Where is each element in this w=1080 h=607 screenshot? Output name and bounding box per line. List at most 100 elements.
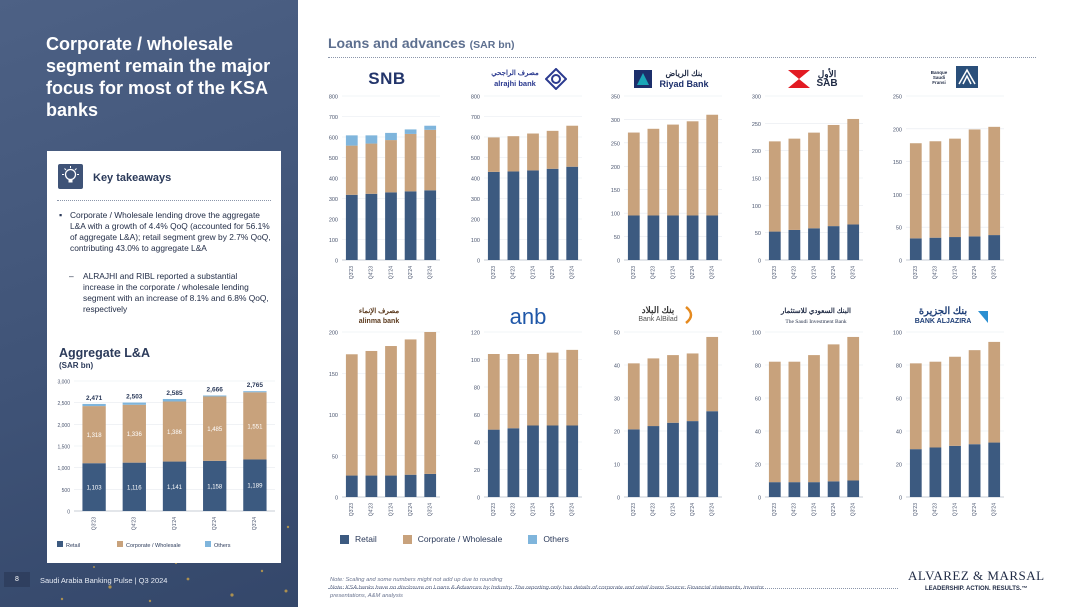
x-tick-label: Q1'24 <box>172 517 178 530</box>
data-label-retail: 1,189 <box>247 484 263 490</box>
divider <box>57 200 271 201</box>
y-tick-label: 50 <box>332 454 338 460</box>
sab-mark-icon <box>788 70 811 88</box>
bar-retail <box>768 231 781 260</box>
snb-chart: 0 100 200 300 400 500 600 700 800 Q3'23 Q4'23 Q1'24… <box>329 95 440 279</box>
y-tick-label: 400 <box>329 177 338 183</box>
x-tick-label: Q3'24 <box>851 503 857 516</box>
y-tick-label: 300 <box>471 197 480 203</box>
x-tick-label: Q1'24 <box>811 266 817 279</box>
y-tick-label: 600 <box>471 136 480 142</box>
bar-corporate-wholesale <box>827 124 840 227</box>
x-tick-label: Q1'24 <box>670 266 676 279</box>
bar-others <box>82 403 106 407</box>
y-tick-label: 50 <box>614 235 620 241</box>
bar-others <box>365 135 378 144</box>
y-tick-label: 500 <box>471 156 480 162</box>
x-tick-label: Q2'24 <box>972 503 978 516</box>
y-tick-label: 0 <box>617 259 620 265</box>
x-tick-label: Q3'23 <box>349 266 355 279</box>
x-tick-label: Q3'23 <box>491 266 497 279</box>
headline: Corporate / wholesale segment remain the… <box>46 34 271 120</box>
bar-corporate-wholesale <box>627 132 640 216</box>
aljazira-mark-icon <box>978 311 989 323</box>
x-tick-label: Q1'24 <box>388 266 394 279</box>
x-tick-label: Q2'24 <box>972 266 978 279</box>
bar-retail <box>788 229 801 260</box>
y-tick-label: 150 <box>329 372 338 378</box>
y-tick-label: 20 <box>474 468 480 474</box>
alrajhi-mark-icon <box>544 68 567 90</box>
key-takeaways-title: Key takeaways <box>93 172 172 184</box>
legend-swatch-retail <box>340 534 349 544</box>
bar-retail <box>203 460 227 511</box>
legend-label-others: Others <box>543 534 569 544</box>
x-tick-label: Q4'23 <box>651 503 657 516</box>
bar-retail <box>404 474 417 497</box>
bar-corporate-wholesale <box>667 355 679 423</box>
main-title-unit: (SAR bn) <box>469 39 515 51</box>
bar-corporate-wholesale <box>203 396 227 461</box>
bar-retail <box>566 166 579 260</box>
sab-logo-arabic: الأول <box>817 69 837 79</box>
footnote: Note: Scaling and some numbers might not… <box>330 577 764 599</box>
sab-chart: 0 50 100 150 200 250 300 Q3'23 Q4'23 Q1'24 Q2'24 Q3… <box>752 95 863 279</box>
y-tick-label: 80 <box>474 386 480 392</box>
bar-retail <box>909 238 922 260</box>
x-tick-label: Q3'23 <box>631 503 637 516</box>
y-tick-label: 0 <box>617 496 620 502</box>
bar-retail <box>949 237 961 260</box>
bar-corporate-wholesale <box>768 141 781 232</box>
aljazira-logo-arabic: بنك الجزيرة <box>918 306 968 317</box>
bar-retail <box>929 447 942 497</box>
legend-item-others: Others <box>528 534 569 544</box>
bar-corporate-wholesale <box>527 354 539 426</box>
y-tick-label: 80 <box>755 364 761 370</box>
y-tick-label: 1,000 <box>57 466 70 472</box>
y-tick-label: 100 <box>893 331 902 337</box>
y-tick-label: 150 <box>611 188 620 194</box>
y-tick-label: 80 <box>896 364 902 370</box>
agg-legend-label-others: Others <box>214 543 231 549</box>
y-tick-label: 40 <box>755 430 761 436</box>
y-tick-label: 20 <box>755 463 761 469</box>
y-tick-label: 200 <box>329 331 338 337</box>
bar-retail <box>487 429 500 497</box>
bar-corporate-wholesale <box>768 361 781 483</box>
x-tick-label: Q3'24 <box>252 517 258 530</box>
total-label: 2,666 <box>207 386 224 393</box>
bar-corporate-wholesale <box>566 349 579 426</box>
bar-retail <box>686 215 699 260</box>
snb-logo-text: SNB <box>368 69 406 88</box>
legend-item-retail: Retail <box>340 534 377 544</box>
agg-legend-swatch-retail <box>57 541 63 547</box>
bar-corporate-wholesale <box>566 125 579 167</box>
bar-corporate-wholesale <box>667 124 679 216</box>
y-tick-label: 120 <box>471 331 480 337</box>
bar-retail <box>988 442 1001 497</box>
data-label-retail: 1,158 <box>207 484 223 490</box>
bar-retail <box>243 459 267 511</box>
y-tick-label: 100 <box>471 238 480 244</box>
x-tick-label: Q3'24 <box>428 503 434 516</box>
bar-retail <box>365 193 378 260</box>
x-tick-label: Q1'24 <box>811 503 817 516</box>
bar-corporate-wholesale <box>507 136 520 172</box>
bar-retail <box>847 224 860 260</box>
riyad-logo-text: Riyad Bank <box>659 79 709 89</box>
aljazira-chart: 0 20 40 60 80 100 Q3'23 Q4'23 Q1'24 Q2'24 Q3'24 <box>893 331 1004 516</box>
riyad-logo-arabic: بنك الرياض <box>665 69 703 78</box>
bar-retail <box>365 475 378 497</box>
y-tick-label: 60 <box>755 397 761 403</box>
bar-corporate-wholesale <box>647 128 660 216</box>
x-tick-label: Q3'24 <box>992 503 998 516</box>
alvarez-marsal-logo: ALVAREZ & MARSAL LEADERSHIP. ACTION. RES… <box>908 568 1045 592</box>
y-tick-label: 2,500 <box>57 401 70 407</box>
x-tick-label: Q4'23 <box>933 266 939 279</box>
legend-label-retail: Retail <box>355 534 377 544</box>
x-tick-label: Q4'23 <box>933 503 939 516</box>
bar-others <box>162 398 187 402</box>
total-label: 2,471 <box>86 395 103 402</box>
chart-legend: Retail Corporate / Wholesale Others <box>340 532 569 546</box>
bar-retail <box>507 171 520 260</box>
